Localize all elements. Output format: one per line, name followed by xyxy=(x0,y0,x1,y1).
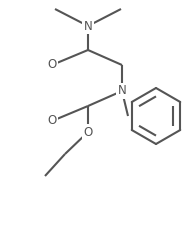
Text: N: N xyxy=(84,19,92,32)
Text: O: O xyxy=(47,114,57,127)
Text: O: O xyxy=(83,125,93,138)
Text: O: O xyxy=(47,59,57,72)
Text: N: N xyxy=(118,84,126,97)
